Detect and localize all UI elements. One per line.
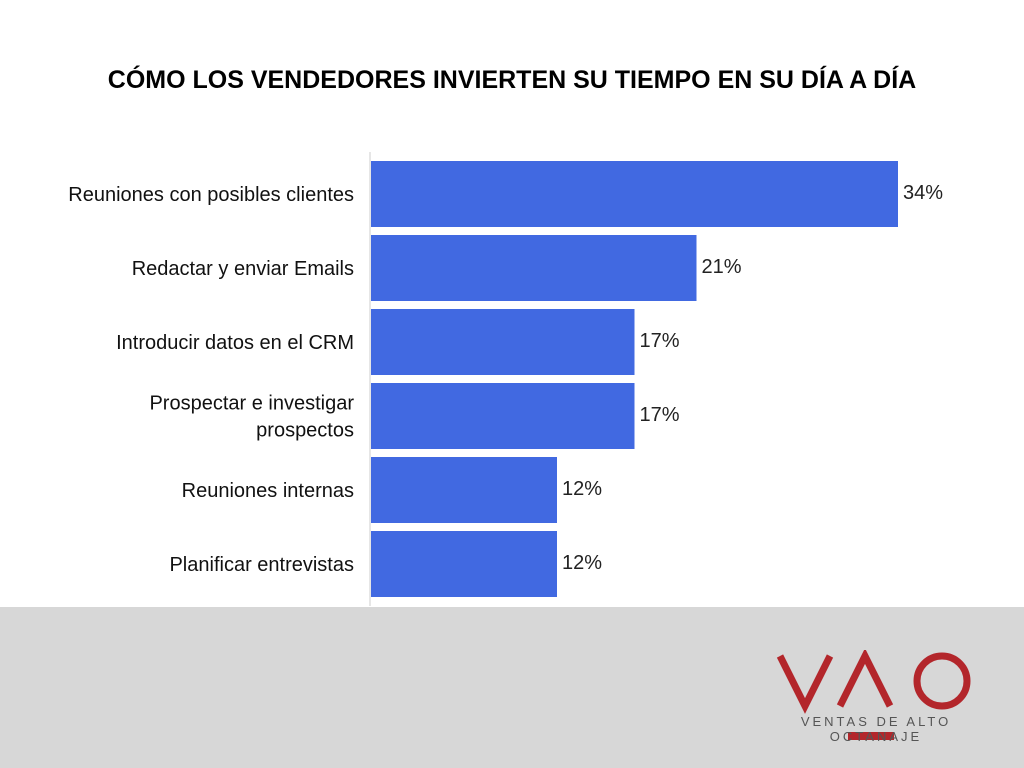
bar (371, 531, 557, 597)
bar-value-label: 12% (562, 552, 602, 574)
chart-title: CÓMO LOS VENDEDORES INVIERTEN SU TIEMPO … (107, 66, 917, 94)
bar (371, 235, 697, 301)
bar (371, 309, 635, 375)
logo-letter-v (776, 654, 834, 714)
category-label: Reuniones con posibles clientes (68, 184, 354, 206)
bar-value-label: 21% (702, 256, 742, 278)
logo-letter-o (913, 652, 971, 710)
logo-subtitle: VENTAS DE ALTO OCTANAJE (800, 714, 952, 744)
bar-value-label: 34% (903, 182, 943, 204)
bar (371, 457, 557, 523)
bar-chart: 34% Reuniones con posibles clientes 21% Red… (68, 152, 943, 606)
bar-value-label: 17% (640, 404, 680, 426)
footer-band (0, 607, 1024, 768)
bar (371, 161, 898, 227)
category-label: Reuniones internas (182, 480, 354, 502)
bar (371, 383, 635, 449)
category-label: Introducir datos en el CRM (116, 332, 354, 354)
bars-group: 34% Reuniones con posibles clientes 21% Red… (68, 161, 943, 597)
vao-logo (776, 650, 971, 740)
category-label: Planificar entrevistas (169, 554, 354, 576)
bar-value-label: 17% (640, 330, 680, 352)
logo-letter-a (836, 650, 894, 708)
bar-value-label: 12% (562, 478, 602, 500)
category-label: Redactar y enviar Emails (132, 258, 354, 280)
logo-underline (848, 732, 894, 740)
category-label: Prospectar e investigar prospectos (149, 393, 354, 442)
